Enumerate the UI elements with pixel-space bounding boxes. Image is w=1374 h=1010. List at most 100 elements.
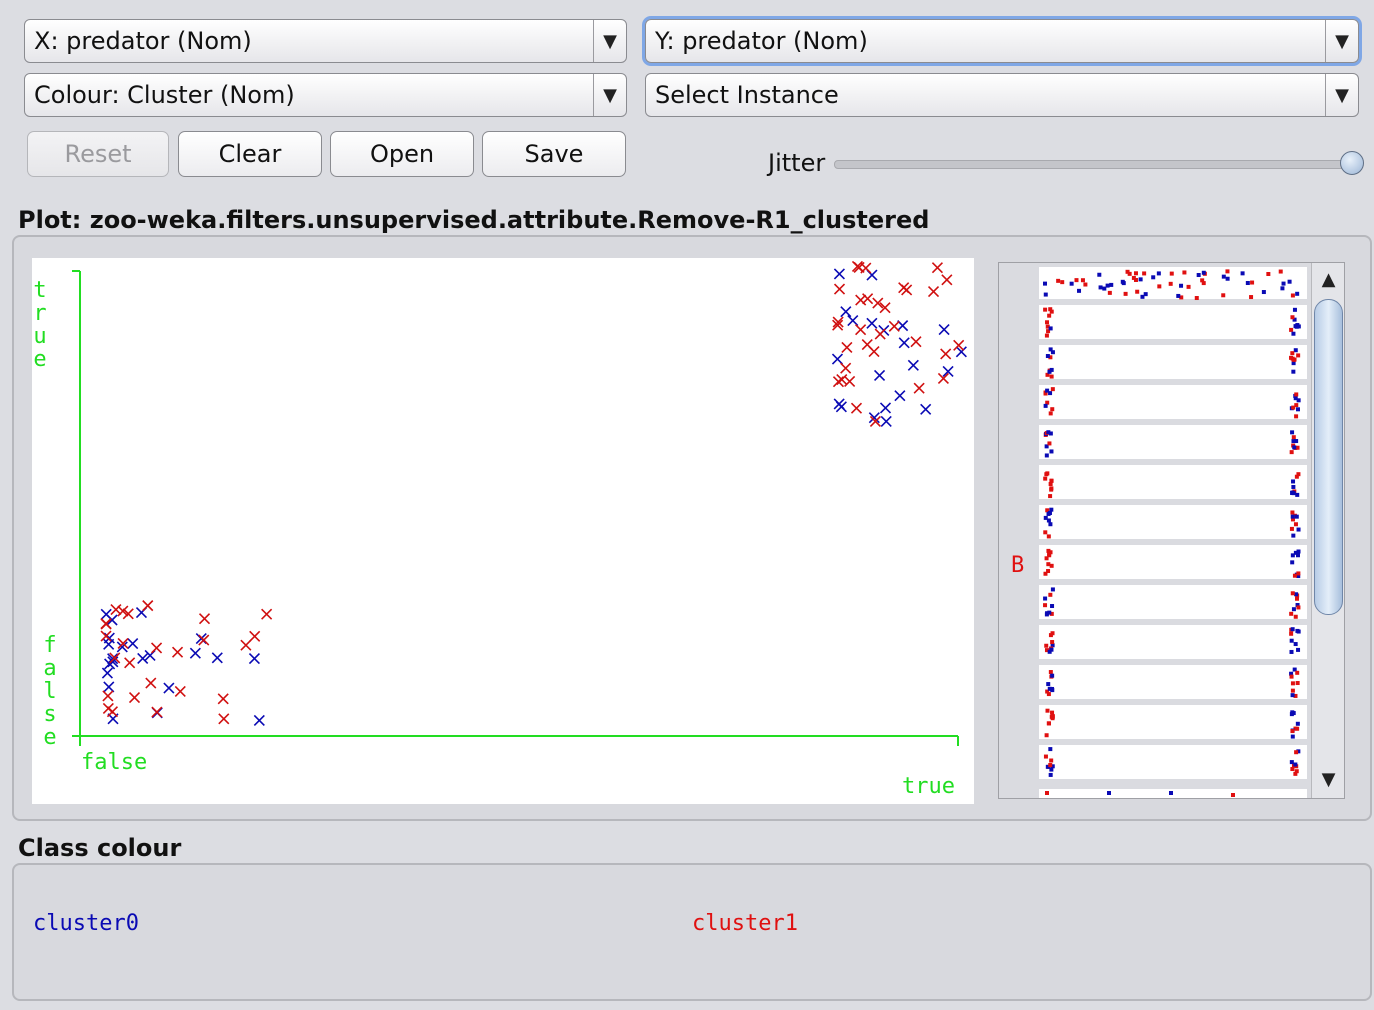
jitter-slider-thumb[interactable] xyxy=(1340,151,1364,175)
scatter-point-cluster0[interactable] xyxy=(163,682,175,694)
colour-attribute-select[interactable]: Colour: Cluster (Nom) ▼ xyxy=(24,73,627,117)
scatter-point-cluster1[interactable] xyxy=(145,677,157,689)
scatter-point-cluster1[interactable] xyxy=(941,274,953,286)
scatter-point-cluster1[interactable] xyxy=(109,652,121,664)
scatter-point-cluster1[interactable] xyxy=(122,608,134,620)
scatter-point-cluster1[interactable] xyxy=(171,646,184,658)
scatter-point-cluster1[interactable] xyxy=(102,690,114,702)
scatter-point-cluster1[interactable] xyxy=(879,302,891,314)
scatter-point-cluster1[interactable] xyxy=(931,262,944,274)
scatter-point-cluster1[interactable] xyxy=(888,320,900,332)
scatter-point-cluster0[interactable] xyxy=(847,314,859,327)
scatter-point-cluster0[interactable] xyxy=(116,641,128,653)
y-attribute-select[interactable]: Y: predator (Nom) ▼ xyxy=(645,19,1359,63)
scatter-point-cluster1[interactable] xyxy=(217,693,229,705)
scatter-point-cluster1[interactable] xyxy=(840,362,852,374)
scatter-point-cluster0[interactable] xyxy=(942,365,954,378)
scatter-point-cluster0[interactable] xyxy=(898,337,910,349)
scatter-point-cluster1[interactable] xyxy=(872,297,884,309)
scatter-point-cluster0[interactable] xyxy=(253,714,265,726)
scatter-point-cluster1[interactable] xyxy=(102,702,114,714)
scatter-point-cluster0[interactable] xyxy=(868,412,880,424)
scatter-point-cluster0[interactable] xyxy=(103,681,115,693)
scatter-point-cluster0[interactable] xyxy=(211,652,223,664)
select-instance-select[interactable]: Select Instance ▼ xyxy=(645,73,1359,117)
strip-row[interactable] xyxy=(1039,425,1307,459)
scatter-point-cluster1[interactable] xyxy=(833,283,846,295)
scatter-point-cluster1[interactable] xyxy=(240,639,252,651)
scatter-point-cluster1[interactable] xyxy=(850,402,863,414)
scatter-point-cluster0[interactable] xyxy=(248,652,261,665)
scatter-point-cluster1[interactable] xyxy=(198,613,211,625)
scatter-point-cluster1[interactable] xyxy=(940,348,952,360)
scroll-down-icon[interactable]: ▼ xyxy=(1321,769,1336,790)
scatter-point-cluster1[interactable] xyxy=(117,637,129,650)
scatter-point-cluster0[interactable] xyxy=(894,390,906,402)
scatter-point-cluster0[interactable] xyxy=(103,638,115,650)
scatter-point-cluster1[interactable] xyxy=(100,618,112,630)
scatter-point-cluster1[interactable] xyxy=(110,603,122,616)
jitter-slider[interactable] xyxy=(834,151,1364,175)
strip-row[interactable] xyxy=(1039,585,1307,619)
scatter-point-cluster1[interactable] xyxy=(953,339,965,351)
scatter-point-cluster0[interactable] xyxy=(835,401,847,413)
legend-cluster1[interactable]: cluster1 xyxy=(692,911,798,936)
scatter-point-cluster1[interactable] xyxy=(937,372,949,385)
scatter-point-cluster1[interactable] xyxy=(261,608,273,620)
scatter-point-cluster1[interactable] xyxy=(142,600,154,612)
scatter-point-cluster1[interactable] xyxy=(860,262,872,274)
scatter-point-cluster0[interactable] xyxy=(866,317,878,329)
scatter-point-cluster0[interactable] xyxy=(127,638,139,650)
chevron-down-icon[interactable]: ▼ xyxy=(593,20,626,62)
scatter-point-cluster0[interactable] xyxy=(189,647,201,659)
scatter-point-cluster1[interactable] xyxy=(832,319,844,331)
scatter-point-cluster0[interactable] xyxy=(831,353,844,365)
scatter-point-cluster1[interactable] xyxy=(150,642,163,654)
scatter-point-cluster0[interactable] xyxy=(833,268,845,280)
strip-row[interactable] xyxy=(1039,745,1307,779)
scatter-point-cluster0[interactable] xyxy=(840,306,852,318)
save-button[interactable]: Save xyxy=(482,131,626,177)
scatter-point-cluster0[interactable] xyxy=(107,653,119,665)
scatter-point-cluster1[interactable] xyxy=(855,294,867,306)
scatter-point-cluster0[interactable] xyxy=(938,323,950,336)
scatter-point-cluster1[interactable] xyxy=(868,345,880,358)
open-button[interactable]: Open xyxy=(330,131,474,177)
chevron-down-icon[interactable]: ▼ xyxy=(1325,20,1358,62)
strip-row[interactable] xyxy=(1039,305,1307,339)
strip-row[interactable] xyxy=(1039,665,1307,699)
strip-row[interactable] xyxy=(1039,505,1307,539)
scatter-point-cluster0[interactable] xyxy=(880,415,892,427)
scatter-point-cluster1[interactable] xyxy=(128,691,141,704)
scatter-point-cluster1[interactable] xyxy=(198,634,210,646)
scatter-point-cluster1[interactable] xyxy=(124,657,136,669)
scatter-point-cluster1[interactable] xyxy=(832,316,844,328)
strip-row[interactable] xyxy=(1039,465,1307,499)
scatter-point-cluster1[interactable] xyxy=(174,685,186,697)
scatter-point-cluster1[interactable] xyxy=(901,284,913,296)
scatter-point-cluster0[interactable] xyxy=(137,652,149,664)
scatter-plot[interactable]: true false false true xyxy=(32,258,974,804)
chevron-down-icon[interactable]: ▼ xyxy=(1325,74,1358,116)
scatter-point-cluster1[interactable] xyxy=(869,415,882,428)
scatter-point-cluster0[interactable] xyxy=(101,667,113,679)
strip-row[interactable] xyxy=(1039,345,1307,379)
strip-row[interactable] xyxy=(1039,545,1307,579)
scatter-point-cluster1[interactable] xyxy=(913,382,925,394)
scatter-point-cluster1[interactable] xyxy=(874,328,886,340)
scatter-point-cluster1[interactable] xyxy=(151,706,163,718)
scatter-point-cluster1[interactable] xyxy=(841,341,853,353)
clear-button[interactable]: Clear xyxy=(178,131,322,177)
scatter-point-cluster1[interactable] xyxy=(218,713,230,725)
scatter-point-cluster0[interactable] xyxy=(873,369,886,382)
scatter-point-cluster0[interactable] xyxy=(920,403,932,415)
scatter-point-cluster0[interactable] xyxy=(100,608,112,620)
scatter-point-cluster1[interactable] xyxy=(249,630,261,642)
scatter-point-cluster1[interactable] xyxy=(832,376,845,388)
strip-row[interactable] xyxy=(1039,625,1307,659)
legend-cluster0[interactable]: cluster0 xyxy=(33,911,139,936)
scatter-point-cluster1[interactable] xyxy=(862,293,874,305)
scroll-up-icon[interactable]: ▲ xyxy=(1321,269,1336,290)
attribute-strips[interactable] xyxy=(1039,263,1307,799)
scatter-point-cluster1[interactable] xyxy=(855,324,867,336)
